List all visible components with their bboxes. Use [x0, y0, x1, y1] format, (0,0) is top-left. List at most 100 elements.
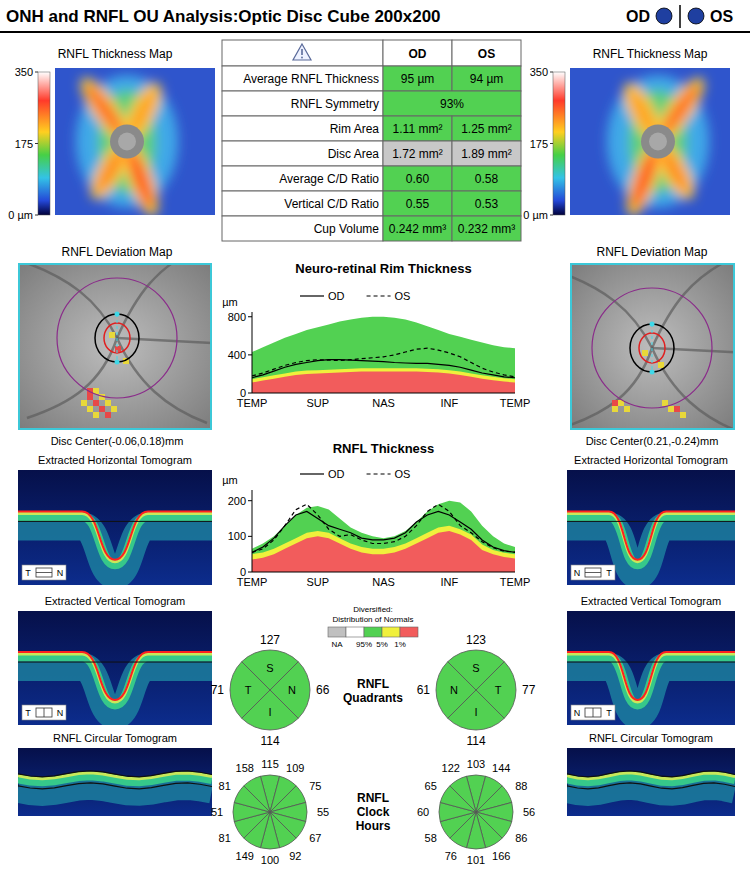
- tomogram-bg: [18, 611, 212, 725]
- deviation-patch: [87, 406, 93, 412]
- x-tick-label: INF: [440, 397, 458, 409]
- tomogram: [567, 611, 735, 725]
- disc-axis: [117, 314, 118, 362]
- warning-icon: [293, 44, 311, 60]
- ilm-line: [567, 511, 735, 559]
- legend-label: OS: [395, 290, 411, 302]
- y-tick-label: 400: [228, 349, 246, 361]
- clock-value: 103: [467, 758, 485, 770]
- quadrant-letter: T: [245, 684, 252, 696]
- tomogram-bg: [567, 748, 735, 816]
- map-blur: [73, 72, 178, 215]
- map-frame: [19, 264, 211, 429]
- colorbar: [38, 72, 50, 215]
- clock-value: 75: [309, 780, 321, 792]
- map-cup: [118, 133, 136, 151]
- orientation-label: N: [574, 568, 581, 578]
- clock-value: 67: [309, 832, 321, 844]
- section-title: RNFL: [357, 791, 389, 805]
- map-frame: [571, 264, 734, 429]
- y-tick-label: 800: [228, 311, 246, 323]
- boundary-line: [18, 662, 212, 663]
- retina-layer: [18, 657, 212, 705]
- orientation-icon: [585, 568, 601, 577]
- table-cell: [222, 66, 383, 91]
- clock-value: 158: [236, 762, 254, 774]
- disc-outline: [630, 324, 674, 372]
- y-tick-label: 100: [228, 530, 246, 542]
- table-cell: [222, 91, 383, 116]
- clock-value: 109: [286, 762, 304, 774]
- deviation-patch: [668, 406, 674, 412]
- legend-label: 1%: [394, 640, 406, 649]
- scan-circle: [57, 278, 177, 398]
- tomogram: [567, 470, 735, 585]
- clock-value: 58: [425, 832, 437, 844]
- axis-title: µm: [222, 296, 238, 308]
- cell-value: 1.89 mm²: [461, 147, 512, 161]
- orientation-icon: [585, 708, 601, 717]
- legend-swatch: [300, 295, 324, 296]
- clock-value: 55: [317, 806, 329, 818]
- y-tick: [248, 572, 252, 573]
- caption: Disc Center(-0.06,0.18)mm: [51, 435, 184, 447]
- cell-value: 0.242 mm³: [389, 222, 446, 236]
- quadrant-value: 77: [522, 683, 536, 697]
- tomogram-bg: [18, 470, 212, 585]
- series-line: [252, 504, 515, 552]
- y-tick-label: 200: [228, 495, 246, 507]
- table-cell: [452, 116, 521, 141]
- table-cell: [222, 40, 383, 66]
- panel-title: RNFL Deviation Map: [597, 245, 708, 259]
- page-title: ONH and RNFL OU Analysis:Optic Disc Cube…: [6, 7, 441, 26]
- row-label: Rim Area: [330, 122, 380, 136]
- panel-title: RNFL Thickness Map: [58, 47, 173, 61]
- quadrant-letter: S: [266, 662, 273, 674]
- quadrant-letter: N: [450, 684, 458, 696]
- ilm-line: [18, 511, 212, 559]
- cell-value: 1.25 mm²: [461, 122, 512, 136]
- map-halo: [607, 75, 709, 207]
- table-cell: [383, 66, 452, 91]
- disc-marker: [650, 370, 655, 375]
- series-line: [252, 511, 515, 552]
- clock-value: 51: [211, 806, 223, 818]
- quadrant-letter: I: [474, 706, 477, 718]
- boundary-line: [567, 662, 735, 663]
- colorbar-tick: [550, 143, 553, 144]
- quadrant-value: 127: [260, 633, 280, 647]
- orientation-box: [571, 705, 615, 720]
- y-tick: [248, 393, 252, 394]
- clock-value: 76: [445, 850, 457, 862]
- row-label: Disc Area: [328, 147, 380, 161]
- table-cell: [383, 216, 452, 241]
- legend-swatch: [367, 473, 391, 474]
- row-label: RNFL Symmetry: [291, 97, 379, 111]
- clock-value: 65: [425, 780, 437, 792]
- legend-swatch: [328, 627, 346, 637]
- vessel: [117, 338, 212, 343]
- cell-value: 0.58: [475, 172, 499, 186]
- series-line: [252, 360, 515, 378]
- header-rule: [0, 31, 750, 33]
- clock-value: 144: [492, 762, 510, 774]
- table-header: OD: [409, 47, 427, 61]
- vessel: [570, 348, 652, 428]
- table-cell: [452, 216, 521, 241]
- clock-value: 81: [219, 780, 231, 792]
- deviation-patch: [680, 412, 686, 418]
- boundary-line: [18, 521, 212, 522]
- colorbar-label: 350: [15, 66, 33, 78]
- divider: [679, 5, 681, 28]
- clock-value: 115: [261, 758, 279, 770]
- clock-value: 56: [523, 806, 535, 818]
- cell-value: 0.55: [406, 197, 430, 211]
- panel-title: Extracted Horizontal Tomogram: [574, 454, 728, 466]
- table-cell: [222, 141, 383, 166]
- quadrant-value: 114: [466, 734, 485, 748]
- normal-band: [252, 368, 515, 393]
- x-tick-label: TEMP: [500, 397, 531, 409]
- table-cell: [383, 166, 452, 191]
- boundary-line: [567, 783, 735, 789]
- colorbar-label: 350: [530, 66, 548, 78]
